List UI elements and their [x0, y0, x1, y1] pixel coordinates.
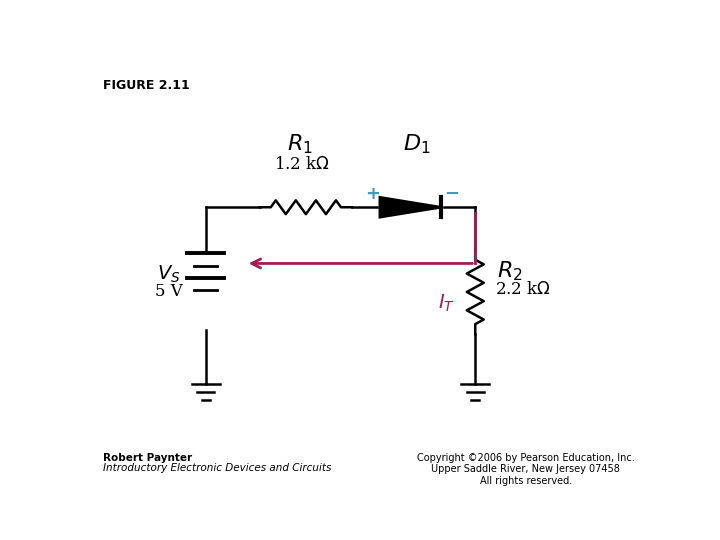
Text: −: − [444, 185, 460, 203]
Text: Introductory Electronic Devices and Circuits: Introductory Electronic Devices and Circ… [104, 463, 332, 473]
Text: $R_1$: $R_1$ [287, 132, 312, 156]
Text: +: + [365, 185, 380, 203]
Text: $I_T$: $I_T$ [438, 293, 454, 314]
Text: 1.2 k$\Omega$: 1.2 k$\Omega$ [274, 157, 329, 173]
Text: $D_1$: $D_1$ [403, 132, 431, 156]
Text: 5 V: 5 V [155, 282, 183, 300]
Text: Copyright ©2006 by Pearson Education, Inc.
Upper Saddle River, New Jersey 07458
: Copyright ©2006 by Pearson Education, In… [417, 453, 634, 486]
Text: $V_S$: $V_S$ [157, 264, 181, 285]
Polygon shape [379, 197, 441, 217]
Text: FIGURE 2.11: FIGURE 2.11 [104, 79, 190, 92]
Text: Robert Paynter: Robert Paynter [104, 453, 192, 463]
Text: $R_2$: $R_2$ [497, 259, 523, 283]
Text: 2.2 k$\Omega$: 2.2 k$\Omega$ [495, 281, 551, 298]
